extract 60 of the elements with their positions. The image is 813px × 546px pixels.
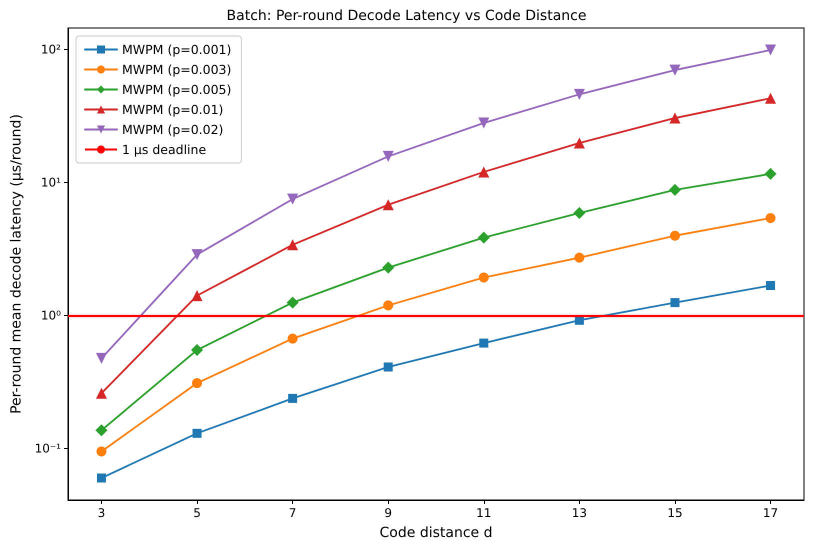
- point: [192, 378, 202, 388]
- point: [95, 424, 108, 436]
- legend-label: 1 μs deadline: [122, 142, 206, 157]
- point: [574, 138, 585, 149]
- x-tick-label: 3: [98, 506, 106, 520]
- point: [382, 150, 394, 162]
- point: [288, 394, 298, 403]
- point: [479, 338, 488, 348]
- point: [478, 166, 490, 178]
- x-tick-label: 17: [762, 506, 778, 520]
- point: [574, 252, 584, 263]
- point: [286, 296, 299, 309]
- point: [478, 118, 490, 128]
- point: [766, 281, 776, 290]
- legend-label: MWPM (p=0.005): [122, 82, 232, 97]
- x-tick-label: 7: [288, 506, 296, 520]
- point: [765, 44, 776, 56]
- point: [96, 446, 106, 456]
- x-axis-title: Code distance d: [380, 525, 492, 541]
- legend-label: MWPM (p=0.01): [122, 102, 224, 117]
- x-tick-label: 9: [384, 506, 392, 520]
- x-tick-label: 5: [193, 506, 201, 520]
- x-tick-label: 11: [476, 506, 492, 520]
- y-tick-label: 10¹: [40, 175, 62, 190]
- point: [669, 112, 680, 124]
- point: [574, 88, 585, 100]
- x-tick-label: 15: [667, 506, 683, 520]
- point: [478, 272, 489, 282]
- legend-label: MWPM (p=0.001): [122, 42, 232, 57]
- point: [766, 213, 776, 224]
- point: [192, 428, 202, 438]
- point: [288, 334, 298, 344]
- point: [573, 206, 586, 219]
- y-tick-label: 10⁻¹: [34, 441, 62, 456]
- y-axis-title: Per-round mean decode latency (μs/round): [8, 114, 25, 414]
- point: [191, 344, 204, 356]
- point: [669, 64, 680, 76]
- point: [382, 262, 394, 274]
- x-tick-label: 13: [572, 506, 588, 520]
- legend-label: MWPM (p=0.02): [122, 122, 224, 137]
- y-tick-label: 10⁰: [40, 308, 62, 322]
- point: [765, 92, 776, 104]
- chart-title: Batch: Per-round Decode Latency vs Code Distance: [226, 8, 586, 24]
- point: [384, 362, 393, 372]
- point: [764, 168, 777, 180]
- point: [96, 474, 106, 483]
- point: [96, 352, 107, 364]
- point: [478, 232, 490, 244]
- point: [670, 298, 680, 308]
- legend-label: MWPM (p=0.003): [122, 62, 232, 77]
- point: [670, 230, 680, 241]
- point: [668, 184, 681, 196]
- point: [192, 249, 203, 260]
- point: [383, 300, 394, 310]
- point: [192, 290, 203, 302]
- point: [287, 194, 298, 205]
- point: [96, 388, 107, 399]
- point: [287, 239, 298, 250]
- y-tick-label: 10²: [40, 42, 62, 56]
- point: [382, 199, 394, 210]
